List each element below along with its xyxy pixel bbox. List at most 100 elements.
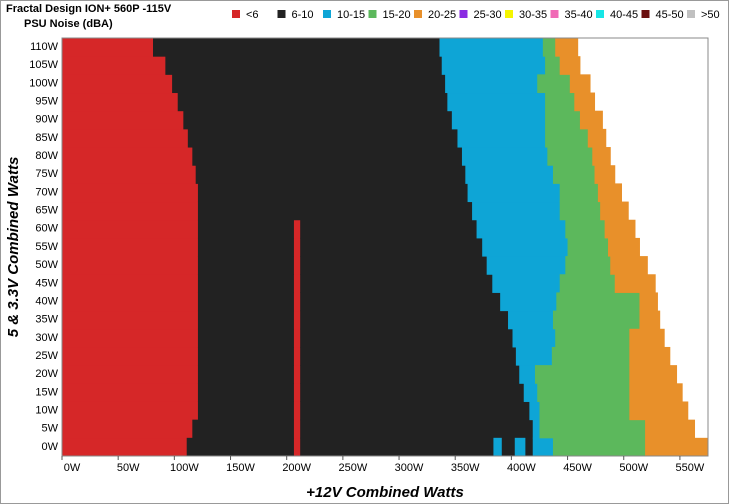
region [629,328,665,348]
region [300,292,501,312]
region [197,401,294,421]
region [486,256,566,275]
region [300,401,530,421]
legend-label: <6 [246,9,259,21]
y-tick-label: 50W [35,259,58,271]
region [555,38,579,57]
region [565,219,606,239]
region [197,219,294,239]
region [555,328,630,348]
chart-title: Fractal Design ION+ 560P -115V [6,3,172,15]
legend-swatch [596,10,604,18]
legend-swatch [277,10,286,18]
region [177,92,448,112]
legend-label: 35-40 [565,9,593,21]
x-tick-label: 200W [282,462,311,474]
legend-swatch [641,10,650,18]
legend-swatch [550,10,559,18]
region [639,310,661,330]
y-tick-label: 85W [35,132,58,144]
region [559,274,616,293]
y-tick-label: 100W [29,77,58,89]
region [62,365,199,384]
region [629,383,683,402]
region [439,38,544,57]
legend-swatch [368,10,377,18]
legend-swatch [232,10,240,18]
region [447,92,546,112]
region [537,74,571,94]
region [629,365,678,384]
region [62,310,199,330]
x-tick-label: 400W [507,462,536,474]
region [300,346,517,366]
region [300,437,494,457]
x-axis-label: +12V Combined Watts [306,484,464,501]
region [600,201,629,221]
region [197,183,469,203]
region [545,56,561,75]
y-tick-label: 0W [42,441,59,453]
region [569,74,591,94]
legend-swatch [505,10,513,18]
plot-border [61,37,709,457]
region [645,437,709,457]
region [197,292,294,312]
region [639,292,658,312]
region [293,346,301,366]
region [293,365,301,384]
region [62,256,199,275]
region [467,183,561,203]
region [493,437,502,457]
region [532,437,554,457]
region [451,110,546,130]
region [465,165,554,184]
region [62,56,166,75]
region [62,401,199,421]
region [300,328,514,348]
region [197,328,294,348]
region [197,346,294,366]
region [153,38,440,57]
region [293,383,301,402]
region [197,383,294,402]
region [519,365,536,384]
region [524,437,534,457]
region [293,310,301,330]
x-tick-label: 50W [117,462,140,474]
region [62,74,173,94]
region [197,256,294,275]
region [534,365,630,384]
region [574,92,596,112]
region [559,56,581,75]
region [597,183,622,203]
region [300,419,534,439]
y-tick-label: 20W [35,368,58,380]
region [300,237,483,257]
region [300,310,509,330]
region [610,256,648,275]
region [293,219,301,239]
y-tick-label: 10W [35,404,58,416]
region [565,256,611,275]
region [552,437,646,457]
legend-label: 20-25 [428,9,456,21]
region [192,147,463,166]
region [293,274,301,293]
region [545,92,575,112]
region [532,419,540,439]
region [629,346,671,366]
region [472,201,561,221]
region [62,419,193,439]
region [559,201,601,221]
region [567,237,609,257]
region [197,237,294,257]
region [62,201,199,221]
region [556,292,640,312]
region [629,401,689,421]
region [293,419,301,439]
region [183,110,453,130]
region [539,401,630,421]
region [62,383,199,402]
